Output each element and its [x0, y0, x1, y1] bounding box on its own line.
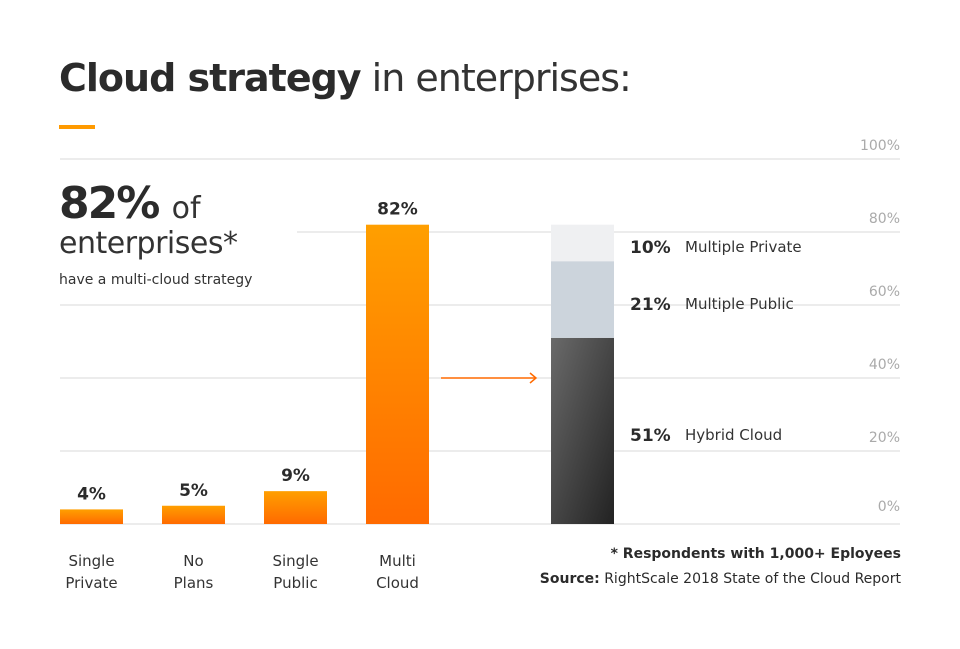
- category-label: Plans: [174, 574, 214, 592]
- category-label: No: [183, 552, 203, 570]
- source: Source: RightScale 2018 State of the Clo…: [540, 571, 901, 587]
- y-tick-label: 20%: [869, 430, 900, 446]
- stack-segment-1: [551, 261, 614, 338]
- bar-data-label: 4%: [77, 484, 106, 504]
- category-label: Public: [273, 574, 317, 592]
- headline-enterprises: enterprises*: [59, 226, 238, 261]
- headline-subtitle: have a multi-cloud strategy: [59, 272, 253, 288]
- y-tick-label: 80%: [869, 211, 900, 227]
- footnote: * Respondents with 1,000+ Eployees: [610, 546, 901, 562]
- bar-data-label: 9%: [281, 466, 310, 486]
- source-text: RightScale 2018 State of the Cloud Repor…: [604, 571, 901, 587]
- stack-value-label: 51%: [630, 426, 671, 446]
- stack-series-label: Multiple Private: [685, 238, 802, 256]
- y-tick-label: 100%: [860, 138, 900, 154]
- y-tick-label: 40%: [869, 357, 900, 373]
- accent-line: [59, 125, 95, 129]
- category-label: Single: [272, 552, 318, 570]
- stack-value-label: 21%: [630, 295, 671, 315]
- arrow-head-icon: [529, 372, 538, 384]
- headline-percent: 82%: [59, 178, 160, 229]
- stack-value-label: 10%: [630, 238, 671, 258]
- headline-value: 82% of: [59, 178, 201, 229]
- bar-data-label: 82%: [377, 200, 418, 220]
- category-label: Single: [68, 552, 114, 570]
- bar-data-label: 5%: [179, 481, 208, 501]
- stack-segment-2: [551, 224, 614, 262]
- y-tick-label: 0%: [878, 499, 900, 515]
- category-label: Cloud: [376, 574, 419, 592]
- source-label: Source:: [539, 571, 600, 587]
- bar-2: [264, 491, 327, 524]
- title-bold: Cloud strategy: [59, 56, 362, 100]
- bar-1: [162, 505, 225, 524]
- title-light: in enterprises:: [371, 56, 632, 100]
- page-title: Cloud strategy in enterprises:: [59, 56, 632, 100]
- category-label: Multi: [379, 552, 416, 570]
- bar-0: [60, 509, 123, 524]
- stack-series-label: Multiple Public: [685, 295, 794, 313]
- category-label: Private: [65, 574, 117, 592]
- stack-series-label: Hybrid Cloud: [685, 426, 782, 444]
- stack-segment-0: [551, 337, 614, 524]
- headline-of: of: [171, 191, 201, 226]
- bar-3: [366, 224, 429, 524]
- y-tick-label: 60%: [869, 284, 900, 300]
